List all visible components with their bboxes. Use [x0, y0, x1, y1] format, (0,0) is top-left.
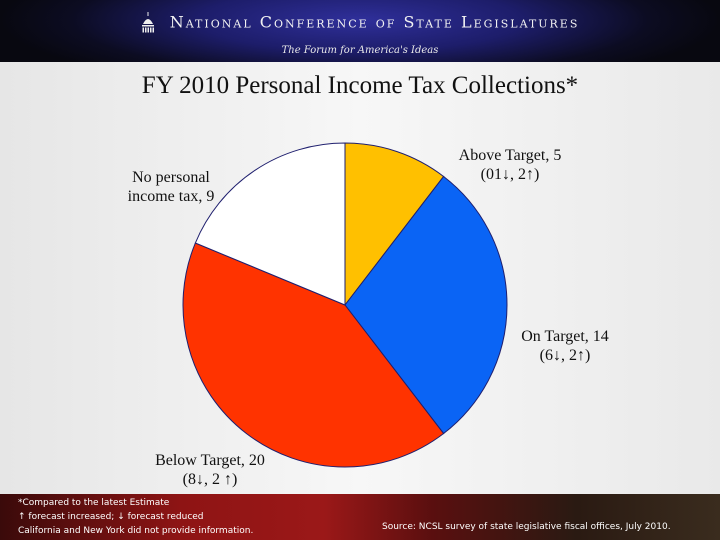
label-no-tax: No personal income tax, 9	[106, 168, 236, 206]
label-line: Below Target, 20	[155, 452, 265, 469]
label-line: income tax, 9	[127, 188, 215, 205]
source-note: Source: NCSL survey of state legislative…	[382, 522, 671, 532]
label-line: (8↓, 2 ↑)	[182, 471, 238, 488]
footer-band: *Compared to the latest Estimate ↑ forec…	[0, 494, 720, 540]
footnote-missing-states: California and New York did not provide …	[18, 526, 254, 536]
slice-above-target	[344, 142, 445, 307]
tagline: The Forum for America's Ideas	[281, 45, 439, 56]
banner-header: National Conference of State Legislature…	[0, 0, 720, 62]
slice-no-tax	[194, 142, 346, 306]
label-above-target: Above Target, 5 (01↓, 2↑)	[440, 146, 580, 184]
footnote-arrows: ↑ forecast increased; ↓ forecast reduced	[18, 512, 204, 522]
label-line: (6↓, 2↑)	[539, 347, 591, 364]
capitol-dome-icon	[141, 12, 154, 33]
footnotes: *Compared to the latest Estimate ↑ forec…	[18, 496, 253, 538]
label-line: Above Target, 5	[458, 147, 562, 164]
label-below-target: Below Target, 20 (8↓, 2 ↑)	[120, 451, 300, 489]
chart-title: FY 2010 Personal Income Tax Collections*	[141, 72, 579, 99]
label-line: No personal	[132, 169, 210, 186]
label-line: On Target, 14	[521, 328, 609, 345]
slice-below-target	[182, 242, 445, 468]
slice-on-target	[344, 175, 508, 435]
label-on-target: On Target, 14 (6↓, 2↑)	[490, 327, 640, 365]
org-logo-row: National Conference of State Legislature…	[0, 12, 720, 34]
footnote-compared: *Compared to the latest Estimate	[18, 498, 170, 508]
org-name: National Conference of State Legislature…	[169, 12, 580, 32]
label-line: (01↓, 2↑)	[480, 166, 540, 183]
